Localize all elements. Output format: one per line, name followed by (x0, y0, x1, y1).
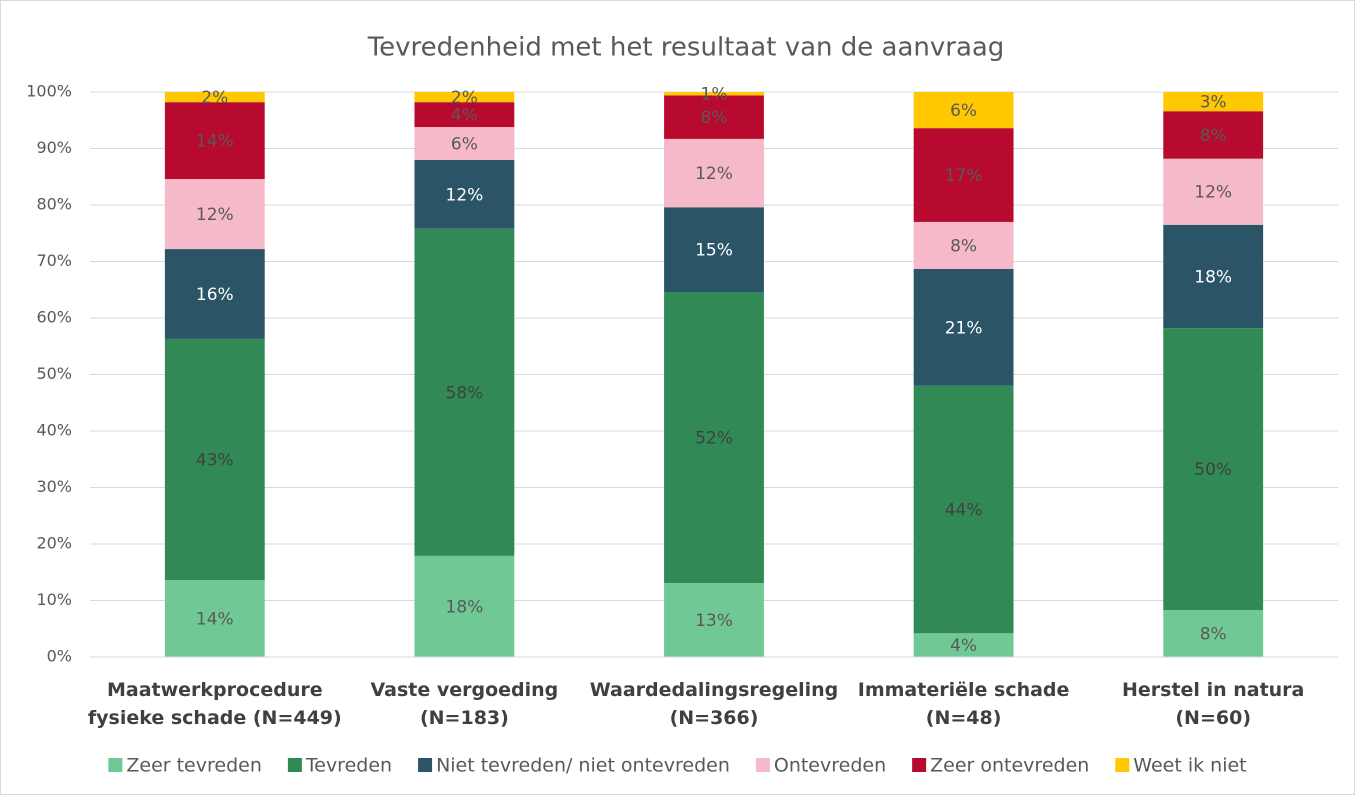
legend-swatch (108, 758, 123, 772)
bar-segment (164, 580, 265, 657)
x-tick-label: Maatwerkprocedure fysieke schade (N=449) (88, 679, 342, 729)
bar-segment (913, 385, 1014, 634)
y-tick-label: 50% (36, 364, 72, 383)
data-label: 14% (196, 610, 234, 630)
bar-segment (164, 102, 265, 180)
x-tick-label: Herstel in natura (N=60) (1122, 679, 1304, 729)
bar-segment (1163, 111, 1264, 159)
y-tick-label: 60% (36, 308, 72, 327)
y-tick-label: 10% (36, 590, 72, 609)
data-label: 15% (695, 241, 733, 261)
bar-segment (664, 138, 764, 208)
data-label: 4% (950, 636, 977, 656)
bar-segment (414, 228, 515, 556)
data-label: 18% (446, 597, 484, 617)
data-label: 17% (945, 166, 983, 186)
bar-segment (1163, 92, 1264, 112)
bar-segment (164, 179, 265, 250)
data-label: 13% (695, 611, 733, 631)
bar-segment (664, 292, 764, 583)
bar-segment (664, 95, 764, 139)
bar-segment (164, 338, 265, 581)
data-label: 2% (451, 88, 478, 108)
data-label: 12% (1194, 183, 1232, 203)
data-label: 50% (1194, 460, 1232, 480)
legend-label: Ontevreden (774, 755, 886, 777)
data-label: 21% (945, 318, 983, 338)
legend-label: Zeer ontevreden (930, 755, 1089, 777)
legend-label: Weet ik niet (1133, 755, 1246, 777)
data-label: 14% (196, 132, 234, 152)
bar-segment (913, 92, 1014, 129)
data-label: 8% (1200, 625, 1227, 645)
x-tick-label: Immateriële schade (N=48) (858, 679, 1070, 729)
data-label: 12% (695, 164, 733, 184)
y-tick-label: 80% (36, 195, 72, 214)
data-label: 6% (950, 101, 977, 121)
bar-segment (414, 102, 515, 128)
data-label: 12% (446, 185, 484, 205)
bar-segment (164, 249, 265, 339)
x-tick-label: Vaste vergoeding (N=183) (370, 679, 558, 729)
bar-segment (1163, 224, 1264, 329)
bar-segment (414, 159, 515, 229)
y-tick-label: 0% (47, 647, 72, 666)
data-label: 8% (701, 108, 728, 128)
legend-swatch (1115, 758, 1130, 772)
data-label: 1% (701, 85, 728, 105)
bar-segment (664, 207, 764, 293)
bar-segment (1163, 610, 1264, 657)
bar-segment (1163, 158, 1264, 225)
data-label: 6% (451, 134, 478, 154)
bar-segment (414, 92, 515, 103)
data-label: 2% (201, 88, 228, 108)
y-tick-label: 20% (36, 534, 72, 553)
bar-segment (913, 268, 1014, 386)
bar-segment (913, 221, 1014, 269)
bar-segment (664, 582, 764, 657)
data-label: 18% (1194, 267, 1232, 287)
chart-title: Tevredenheid met het resultaat van de aa… (367, 33, 1005, 63)
data-label: 4% (451, 106, 478, 126)
bar-segment (414, 127, 515, 160)
legend-swatch (418, 758, 433, 772)
y-tick-label: 40% (36, 421, 72, 440)
legend-swatch (287, 758, 302, 772)
bar-segment (913, 633, 1014, 657)
data-label: 44% (945, 501, 983, 521)
legend-label: Niet tevreden/ niet ontevreden (436, 755, 730, 777)
data-label: 12% (196, 205, 234, 225)
y-tick-label: 90% (36, 138, 72, 157)
bar-segment (1163, 328, 1264, 611)
bar-segment (913, 128, 1014, 222)
bar-segment (414, 555, 515, 657)
legend-swatch (912, 758, 927, 772)
y-tick-label: 100% (26, 82, 72, 101)
data-label: 58% (446, 383, 484, 403)
data-label: 8% (950, 236, 977, 256)
legend-label: Zeer tevreden (126, 755, 262, 777)
data-label: 3% (1200, 93, 1227, 113)
data-label: 43% (196, 451, 234, 471)
x-tick-label: Waardedalingsregeling (N=366) (590, 679, 839, 729)
y-tick-label: 30% (36, 477, 72, 496)
legend-label: Tevreden (305, 755, 392, 777)
data-label: 16% (196, 285, 234, 305)
data-label: 52% (695, 428, 733, 448)
bar-segment (164, 92, 265, 103)
y-tick-label: 70% (36, 251, 72, 270)
legend-swatch (755, 758, 770, 772)
data-label: 8% (1200, 126, 1227, 146)
bar-segment (664, 92, 764, 96)
